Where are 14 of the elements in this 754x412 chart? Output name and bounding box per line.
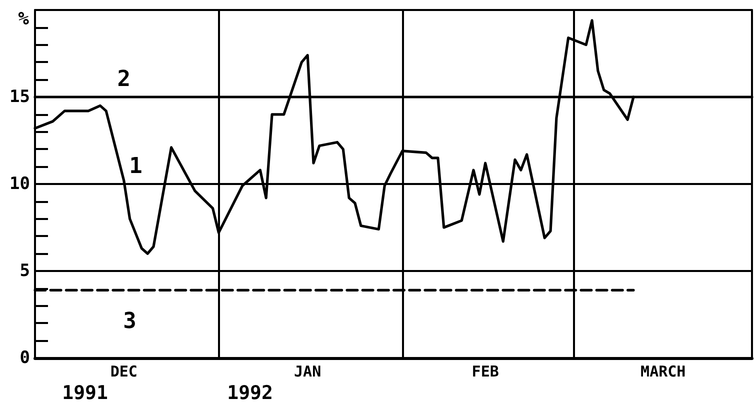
x-tick-label: FEB <box>472 362 499 380</box>
x-tick-label: MARCH <box>640 362 686 380</box>
text: 1991 <box>62 382 108 404</box>
text: 1992 <box>227 382 273 404</box>
x-tick-label: DEC <box>110 362 138 380</box>
y-tick-label: 0 <box>20 348 30 368</box>
series-label: 2 <box>117 67 131 92</box>
series-label: 1 <box>129 154 142 180</box>
series-label: 3 <box>123 308 136 334</box>
y-tick-label: 15 <box>10 87 30 107</box>
y-axis-title: % <box>18 8 30 30</box>
y-tick-label: 5 <box>20 261 30 281</box>
x-tick-label: JAN <box>294 362 322 380</box>
y-tick-label: 10 <box>10 174 30 194</box>
